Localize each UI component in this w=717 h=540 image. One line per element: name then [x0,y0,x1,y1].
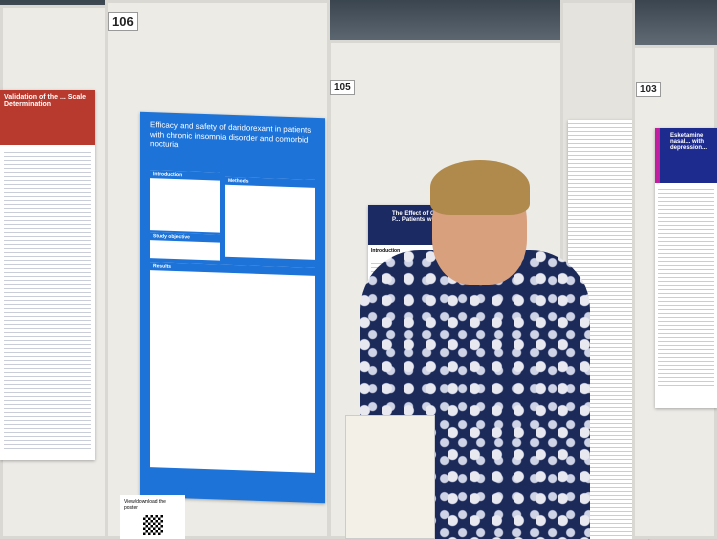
board-number: 103 [636,82,661,97]
tote-bag [345,415,435,539]
person-paisley-shirt [360,250,590,539]
left-poster: Validation of the ... Scale Determinatio… [0,90,95,460]
main-poster-title: Efficacy and safety of daridorexant in p… [150,120,312,150]
section-results: Results [150,262,315,276]
section-introduction: Introduction [371,248,401,254]
right-poster-title: Esketamine nasal... with depression... [655,128,717,183]
person-hair [430,160,530,215]
board-number: 106 [108,12,138,31]
right-poster: Esketamine nasal... with depression... [655,128,717,408]
section-methods: Methods [225,176,315,188]
section-introduction: Introduction [150,170,220,181]
main-poster: Efficacy and safety of daridorexant in p… [140,111,325,504]
section-study-objective: Study objective [150,232,220,243]
qr-code [142,515,163,535]
qr-card: View/download the poster [120,495,185,539]
qr-card-text: View/download the poster [124,499,166,511]
left-poster-title: Validation of the ... Scale Determinatio… [0,90,95,145]
board-number: 105 [330,80,355,95]
